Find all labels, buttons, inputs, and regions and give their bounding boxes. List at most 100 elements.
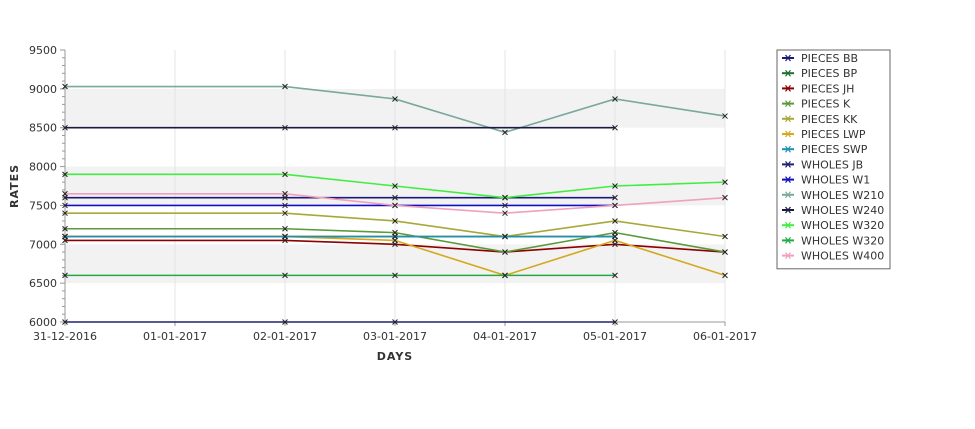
data-point (722, 233, 728, 240)
data-point (62, 210, 68, 217)
x-tick-label: 31-12-2016 (33, 330, 97, 343)
data-point (282, 319, 288, 325)
y-tick-label: 7000 (29, 238, 57, 251)
data-point (282, 202, 288, 209)
legend-item: PIECES BB (782, 52, 858, 65)
legend-marker (785, 191, 791, 199)
y-tick-label: 9500 (29, 44, 57, 57)
data-point (722, 179, 728, 185)
legend-item: PIECES K (782, 98, 851, 111)
y-tick-label: 7500 (29, 199, 57, 212)
legend-item: PIECES SWP (782, 143, 868, 156)
data-point (62, 319, 68, 325)
series-line (65, 227, 726, 253)
data-point (612, 272, 618, 279)
data-point (62, 202, 68, 209)
legend-label: WHOLES W400 (801, 250, 884, 263)
legend-label: WHOLES W320 (801, 219, 884, 232)
data-point (392, 96, 398, 102)
legend-item: PIECES KK (782, 113, 858, 126)
data-point (62, 83, 68, 90)
data-point (722, 272, 728, 279)
series-line (65, 85, 726, 134)
legend-item: PIECES BP (782, 67, 857, 80)
data-point (392, 202, 398, 209)
data-point (612, 233, 618, 240)
legend-label: WHOLES JB (801, 158, 863, 171)
data-point (282, 225, 288, 232)
legend-label: PIECES BP (801, 67, 857, 80)
data-point (502, 210, 508, 217)
legend-label: WHOLES W240 (801, 204, 884, 217)
legend-marker (785, 176, 791, 183)
legend-label: PIECES LWP (801, 128, 866, 141)
data-point (502, 249, 508, 255)
series-pieces-k (62, 225, 728, 255)
legend-label: PIECES SWP (801, 143, 868, 156)
data-point (502, 272, 508, 279)
legend-marker (785, 206, 791, 214)
y-tick-label: 8500 (29, 122, 57, 135)
x-tick-label: 01-01-2017 (143, 330, 207, 343)
legend-item: PIECES LWP (782, 128, 866, 141)
data-point (502, 194, 508, 201)
legend-marker (785, 54, 791, 62)
series-wholes-w240 (62, 124, 618, 131)
legend-marker (785, 115, 791, 123)
legend-label: PIECES K (801, 98, 851, 111)
series-pieces-swp (62, 233, 618, 240)
x-axis-title: DAYS (377, 350, 413, 363)
x-tick-label: 02-01-2017 (253, 330, 317, 343)
data-point (722, 194, 728, 201)
legend-item: WHOLES W320 (782, 219, 884, 232)
legend-marker (785, 130, 791, 138)
data-point (502, 202, 508, 209)
x-tick-label: 06-01-2017 (693, 330, 757, 343)
data-point (62, 190, 68, 197)
data-series (62, 83, 728, 325)
data-point (392, 319, 398, 325)
data-point (612, 96, 618, 102)
series-wholes-w320 (62, 272, 618, 279)
data-point (612, 319, 618, 325)
data-point (502, 129, 508, 136)
series-line (65, 173, 726, 199)
data-point (612, 183, 618, 189)
legend-box (776, 49, 891, 270)
data-point (612, 218, 618, 224)
legend-item: WHOLES W1 (782, 174, 870, 187)
legend-marker (785, 252, 791, 259)
x-tick-label: 04-01-2017 (473, 330, 537, 343)
y-tick-label: 6500 (29, 277, 57, 290)
data-point (722, 113, 728, 119)
data-point (392, 194, 398, 201)
data-point (282, 190, 288, 197)
data-point (282, 210, 288, 217)
legend-item: WHOLES W240 (782, 204, 884, 217)
data-point (62, 233, 68, 240)
data-point (282, 233, 288, 240)
y-tick-label: 6000 (29, 316, 57, 329)
data-point (612, 202, 618, 209)
y-tick-labels: 6000 6500 7000 7500 8000 8500 9000 9500 (29, 44, 57, 329)
series-wholes-w210 (62, 83, 728, 136)
data-point (392, 124, 398, 131)
data-point (282, 272, 288, 279)
series-line (65, 212, 726, 238)
legend-label: WHOLES W320 (801, 234, 884, 247)
data-point (392, 233, 398, 240)
data-point (62, 124, 68, 131)
legend-label: PIECES KK (801, 113, 858, 126)
y-tick-label: 8000 (29, 161, 57, 174)
data-point (62, 225, 68, 232)
legend-marker (785, 145, 791, 153)
y-tick-label: 9000 (29, 83, 57, 96)
legend-label: WHOLES W210 (801, 189, 884, 202)
data-point (612, 124, 618, 131)
legend-label: PIECES JH (801, 82, 854, 95)
data-point (392, 218, 398, 224)
legend-marker (785, 161, 791, 168)
legend-item: WHOLES W210 (782, 189, 884, 202)
legend-marker (785, 69, 791, 77)
x-tick-labels: 31-12-2016 01-01-2017 02-01-2017 03-01-2017… (33, 330, 757, 343)
